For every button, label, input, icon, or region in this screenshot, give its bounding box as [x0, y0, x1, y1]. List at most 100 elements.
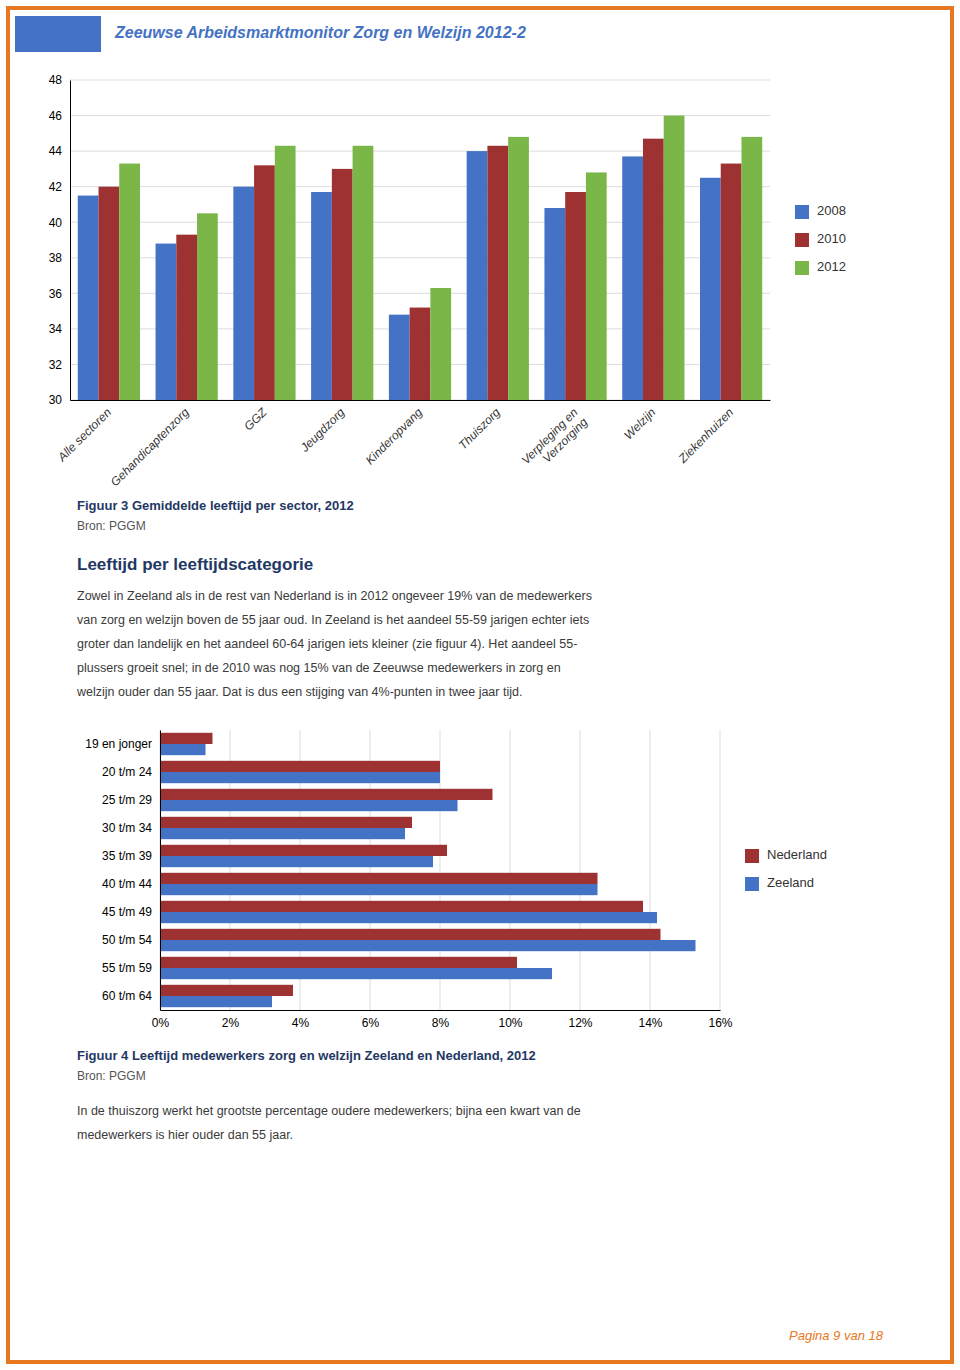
y-tick: 20 t/m 24 — [102, 765, 160, 779]
x-tick-label-line: Ziekenhuizen — [675, 405, 736, 466]
grid-line — [70, 80, 770, 81]
y-tick: 32 — [49, 358, 70, 372]
bar — [487, 146, 508, 400]
x-tick-label-line: Verzorging — [540, 415, 591, 466]
x-tick-label-line: Gehandicaptenzorg — [108, 405, 192, 489]
y-tick: 48 — [49, 73, 70, 87]
bar — [160, 800, 458, 811]
paragraph-line: medewerkers is hier ouder dan 55 jaar. — [77, 1128, 293, 1142]
chart-source: Bron: PGGM — [77, 519, 146, 533]
x-tick-label: 14% — [638, 1016, 662, 1030]
legend-swatch — [745, 877, 759, 891]
x-tick-label: Jeugdzorg — [297, 405, 347, 455]
bars — [160, 733, 696, 1007]
x-tick-label-line: Welzijn — [621, 405, 658, 442]
bar — [622, 156, 643, 400]
y-tick-label: 55 t/m 59 — [102, 961, 152, 975]
x-tick-label: 4% — [292, 1016, 310, 1030]
paragraph-line: van zorg en welzijn boven de 55 jaar oud… — [77, 613, 589, 627]
chart-title: Figuur 3 Gemiddelde leeftijd per sector,… — [77, 498, 354, 513]
x-tick-label-line: Alle sectoren — [54, 405, 114, 465]
bar — [467, 151, 488, 400]
x-tick-label: Thuiszorg — [456, 405, 503, 452]
y-tick-label: 36 — [49, 287, 63, 301]
x-tick-label: 16% — [708, 1016, 732, 1030]
bar — [78, 196, 99, 400]
x-tick-label: 8% — [432, 1016, 450, 1030]
x-tick-label-line: Kinderopvang — [363, 405, 425, 467]
y-tick-label: 38 — [49, 251, 63, 265]
chart-title: Figuur 4 Leeftijd medewerkers zorg en we… — [77, 1048, 536, 1063]
y-tick: 38 — [49, 251, 70, 265]
bar — [99, 187, 120, 400]
paragraph-line: plussers groeit snel; in de 2010 was nog… — [77, 661, 561, 675]
bar — [160, 929, 661, 940]
legend-swatch — [795, 205, 809, 219]
legend-label: 2010 — [817, 231, 846, 246]
grid-line — [720, 730, 721, 1010]
header-title: Zeeuwse Arbeidsmarktmonitor Zorg en Welz… — [114, 24, 526, 41]
grid-line — [650, 730, 651, 1010]
bar — [160, 789, 493, 800]
y-tick-label: 35 t/m 39 — [102, 849, 152, 863]
bar — [311, 192, 332, 400]
y-tick-label: 20 t/m 24 — [102, 765, 152, 779]
x-tick-label: 10% — [498, 1016, 522, 1030]
y-axis: 30323436384042444648 — [49, 73, 71, 407]
y-tick-label: 30 — [49, 393, 63, 407]
y-tick-label: 30 t/m 34 — [102, 821, 152, 835]
bar — [254, 165, 275, 400]
bar — [430, 288, 451, 400]
x-tick: Jeugdzorg — [297, 400, 347, 455]
y-tick-label: 40 — [49, 216, 63, 230]
bar-series — [160, 733, 661, 996]
x-tick: 2% — [222, 1010, 240, 1030]
bar-series — [119, 116, 762, 400]
bar — [741, 137, 762, 400]
bar — [160, 761, 440, 772]
bar — [160, 996, 272, 1007]
grid-line — [160, 730, 161, 1010]
axis-line — [71, 400, 771, 401]
y-tick: 55 t/m 59 — [102, 961, 160, 975]
legend-label: 2008 — [817, 203, 846, 218]
x-tick: 16% — [708, 1010, 732, 1030]
axis-line — [70, 81, 71, 401]
y-tick-label: 32 — [49, 358, 63, 372]
bar — [233, 187, 254, 400]
x-tick: 8% — [432, 1010, 450, 1030]
x-tick: 14% — [638, 1010, 662, 1030]
legend-label: Nederland — [767, 847, 827, 862]
bar — [160, 733, 213, 744]
y-tick: 30 — [49, 393, 70, 407]
bar — [160, 772, 440, 783]
bar — [721, 164, 742, 400]
y-tick: 46 — [49, 109, 70, 123]
y-tick-label: 46 — [49, 109, 63, 123]
bar — [160, 873, 598, 884]
x-tick: 0% — [152, 1010, 170, 1030]
x-tick: GGZ — [241, 400, 270, 433]
x-axis: Alle sectorenGehandicaptenzorg GGZ Jeugdzo… — [54, 400, 770, 489]
x-axis: 0%2%4%6%8%10%12%14%16% — [152, 1010, 733, 1030]
bar — [119, 164, 140, 400]
legend-label: 2012 — [817, 259, 846, 274]
bar — [160, 968, 552, 979]
footer: Pagina 9 van 18 — [789, 1328, 884, 1343]
x-tick-label: Verpleging enVerzorging — [519, 405, 591, 477]
y-tick-label: 44 — [49, 144, 63, 158]
y-tick: 25 t/m 29 — [102, 793, 160, 807]
bar — [410, 308, 431, 400]
legend-swatch — [795, 261, 809, 275]
grid — [160, 730, 720, 1010]
x-tick: Alle sectoren — [54, 400, 114, 465]
bar-chart: Alle sectorenGehandicaptenzorg GGZ Jeugdzo… — [49, 73, 846, 933]
y-tick: 50 t/m 54 — [102, 933, 160, 947]
paragraph-line: In de thuiszorg werkt het grootste perce… — [77, 1104, 581, 1118]
x-tick: Thuiszorg — [456, 400, 503, 452]
x-tick-label: Gehandicaptenzorg — [108, 405, 192, 489]
x-tick-label: GGZ — [241, 405, 270, 434]
grid-line — [580, 730, 581, 1010]
x-tick: Welzijn — [621, 400, 658, 442]
x-tick: Verpleging enVerzorging — [519, 400, 591, 477]
